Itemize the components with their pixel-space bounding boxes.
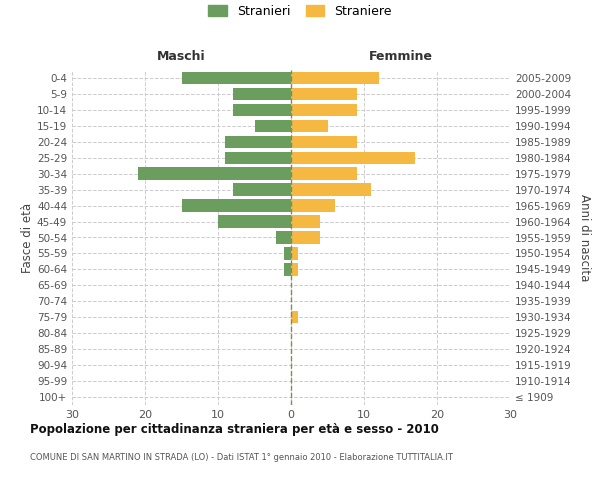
Bar <box>291 152 415 164</box>
Bar <box>291 168 356 180</box>
Y-axis label: Anni di nascita: Anni di nascita <box>578 194 591 281</box>
Bar <box>291 120 328 132</box>
Y-axis label: Fasce di età: Fasce di età <box>21 202 34 272</box>
Bar <box>226 136 291 148</box>
Bar <box>254 120 291 132</box>
Bar <box>291 311 298 324</box>
Bar <box>291 88 356 100</box>
Text: Popolazione per cittadinanza straniera per età e sesso - 2010: Popolazione per cittadinanza straniera p… <box>30 422 439 436</box>
Bar <box>277 232 291 243</box>
Bar <box>182 200 291 212</box>
Bar <box>226 152 291 164</box>
Bar <box>291 232 320 243</box>
Bar <box>233 104 291 116</box>
Bar <box>182 72 291 84</box>
Bar <box>284 247 291 260</box>
Bar <box>291 200 335 212</box>
Bar <box>291 184 371 196</box>
Bar <box>291 136 356 148</box>
Bar <box>291 104 356 116</box>
Bar <box>291 263 298 276</box>
Bar <box>291 216 320 228</box>
Bar <box>291 72 379 84</box>
Text: Femmine: Femmine <box>368 50 433 64</box>
Bar <box>233 88 291 100</box>
Text: COMUNE DI SAN MARTINO IN STRADA (LO) - Dati ISTAT 1° gennaio 2010 - Elaborazione: COMUNE DI SAN MARTINO IN STRADA (LO) - D… <box>30 452 453 462</box>
Bar <box>218 216 291 228</box>
Text: Maschi: Maschi <box>157 50 206 64</box>
Bar <box>291 247 298 260</box>
Bar <box>284 263 291 276</box>
Bar <box>138 168 291 180</box>
Bar <box>233 184 291 196</box>
Legend: Stranieri, Straniere: Stranieri, Straniere <box>203 0 397 23</box>
